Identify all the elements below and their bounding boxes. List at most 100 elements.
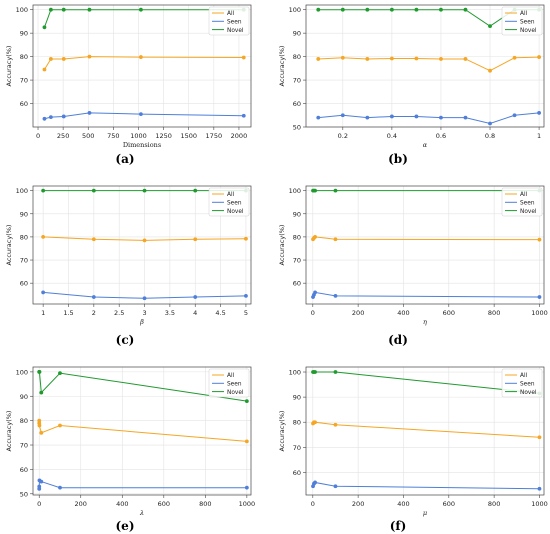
x-tick-label: 4.5 bbox=[215, 309, 225, 317]
data-point-all bbox=[241, 55, 246, 60]
x-tick-label: 3 bbox=[142, 309, 146, 317]
legend-label: Seen bbox=[520, 20, 535, 26]
y-tick-label: 70 bbox=[20, 257, 28, 265]
data-point-all bbox=[340, 55, 345, 60]
data-point-all bbox=[414, 56, 419, 61]
data-point-novel bbox=[389, 7, 394, 12]
y-tick-label: 60 bbox=[20, 100, 28, 108]
data-point-novel bbox=[488, 24, 492, 29]
data-point-novel bbox=[414, 7, 419, 12]
legend-label: All bbox=[227, 192, 235, 198]
x-tick-label: 600 bbox=[158, 500, 170, 508]
legend-label: All bbox=[227, 373, 235, 379]
series-line-seen bbox=[318, 112, 540, 124]
y-axis-label: Accuracy(%) bbox=[278, 225, 286, 266]
data-point-novel bbox=[58, 371, 62, 375]
data-point-all bbox=[365, 57, 370, 61]
data-point-seen bbox=[138, 112, 143, 116]
data-point-all bbox=[87, 54, 92, 59]
y-tick-label: 70 bbox=[293, 257, 301, 265]
chart-b: 50 60 70 80 90 100 0.2 0.4 0.6 0.8 1 Accuracy(%) α Al… bbox=[278, 4, 545, 149]
legend: All Seen Novel bbox=[208, 187, 250, 217]
caption-f: (f) bbox=[389, 519, 407, 533]
plot-frame bbox=[305, 4, 545, 128]
plot-frame bbox=[32, 366, 252, 496]
data-point-seen bbox=[241, 113, 246, 118]
x-axis-label: μ bbox=[423, 509, 427, 517]
x-tick-label: 4 bbox=[193, 309, 197, 317]
y-tick-label: 90 bbox=[293, 210, 301, 218]
x-tick-label: 1500 bbox=[180, 132, 197, 140]
legend-label: Novel bbox=[227, 28, 244, 34]
x-tick-label: 1000 bbox=[239, 500, 256, 508]
x-tick-label: 1 bbox=[41, 309, 45, 317]
legend-box bbox=[208, 187, 250, 217]
data-point-novel bbox=[316, 7, 321, 12]
x-tick-label: 1000 bbox=[130, 132, 147, 140]
data-point-all bbox=[333, 237, 338, 242]
data-point-all bbox=[439, 57, 443, 61]
data-point-novel bbox=[313, 188, 317, 193]
data-point-novel bbox=[61, 7, 66, 12]
x-tick-label: 3.5 bbox=[165, 309, 175, 317]
x-tick-label: 2 bbox=[92, 309, 96, 317]
data-point-seen bbox=[512, 113, 517, 118]
x-tick-label: 2.5 bbox=[114, 309, 124, 317]
y-tick-label: 90 bbox=[293, 394, 301, 402]
data-point-seen bbox=[37, 484, 42, 489]
y-tick-label: 80 bbox=[293, 419, 301, 427]
y-tick-label: 60 bbox=[20, 280, 28, 288]
y-tick-label: 90 bbox=[293, 30, 301, 38]
y-tick-label: 70 bbox=[20, 77, 28, 85]
data-point-seen bbox=[313, 480, 317, 485]
legend-label: All bbox=[227, 11, 235, 17]
data-point-seen bbox=[142, 296, 147, 301]
legend: All Seen Novel bbox=[501, 6, 543, 36]
data-point-seen bbox=[365, 115, 370, 120]
data-point-seen bbox=[87, 111, 92, 115]
x-axis-label: β bbox=[139, 318, 144, 326]
data-point-all bbox=[42, 67, 47, 72]
legend-label: Seen bbox=[520, 382, 535, 388]
data-point-all bbox=[37, 423, 42, 428]
data-point-all bbox=[488, 68, 492, 73]
y-tick-label: 100 bbox=[289, 369, 301, 377]
x-tick-label: 500 bbox=[82, 132, 94, 140]
data-point-seen bbox=[316, 115, 321, 120]
legend: All Seen Novel bbox=[208, 368, 250, 398]
legend-label: Seen bbox=[227, 201, 242, 207]
data-point-seen bbox=[340, 113, 345, 118]
data-point-seen bbox=[414, 114, 419, 119]
data-point-novel bbox=[142, 188, 147, 193]
x-tick-label: 600 bbox=[443, 500, 455, 508]
legend-box bbox=[208, 368, 250, 398]
data-point-seen bbox=[488, 121, 492, 126]
plot-frame bbox=[32, 185, 252, 305]
legend-label: Novel bbox=[520, 390, 537, 396]
data-point-all bbox=[333, 422, 338, 427]
plot-frame bbox=[32, 4, 252, 128]
y-tick-label: 90 bbox=[20, 30, 28, 38]
data-point-novel bbox=[39, 390, 44, 395]
x-tick-label: 250 bbox=[57, 132, 69, 140]
series-line-seen bbox=[38, 479, 247, 489]
x-tick-label: 200 bbox=[352, 309, 364, 317]
data-point-all bbox=[244, 236, 248, 241]
legend: All Seen Novel bbox=[501, 187, 543, 217]
data-point-novel bbox=[87, 7, 92, 12]
legend: All Seen Novel bbox=[501, 368, 543, 398]
data-point-novel bbox=[37, 369, 42, 374]
legend-label: Novel bbox=[227, 209, 244, 215]
series-line-seen bbox=[312, 291, 540, 298]
y-tick-label: 100 bbox=[16, 187, 28, 195]
data-point-novel bbox=[42, 25, 47, 30]
x-tick-label: 1 bbox=[537, 132, 541, 140]
y-tick-label: 100 bbox=[289, 187, 301, 195]
series-line-novel bbox=[43, 9, 244, 28]
data-point-seen bbox=[61, 114, 66, 119]
series-line-all bbox=[38, 420, 247, 442]
y-tick-label: 70 bbox=[293, 77, 301, 85]
